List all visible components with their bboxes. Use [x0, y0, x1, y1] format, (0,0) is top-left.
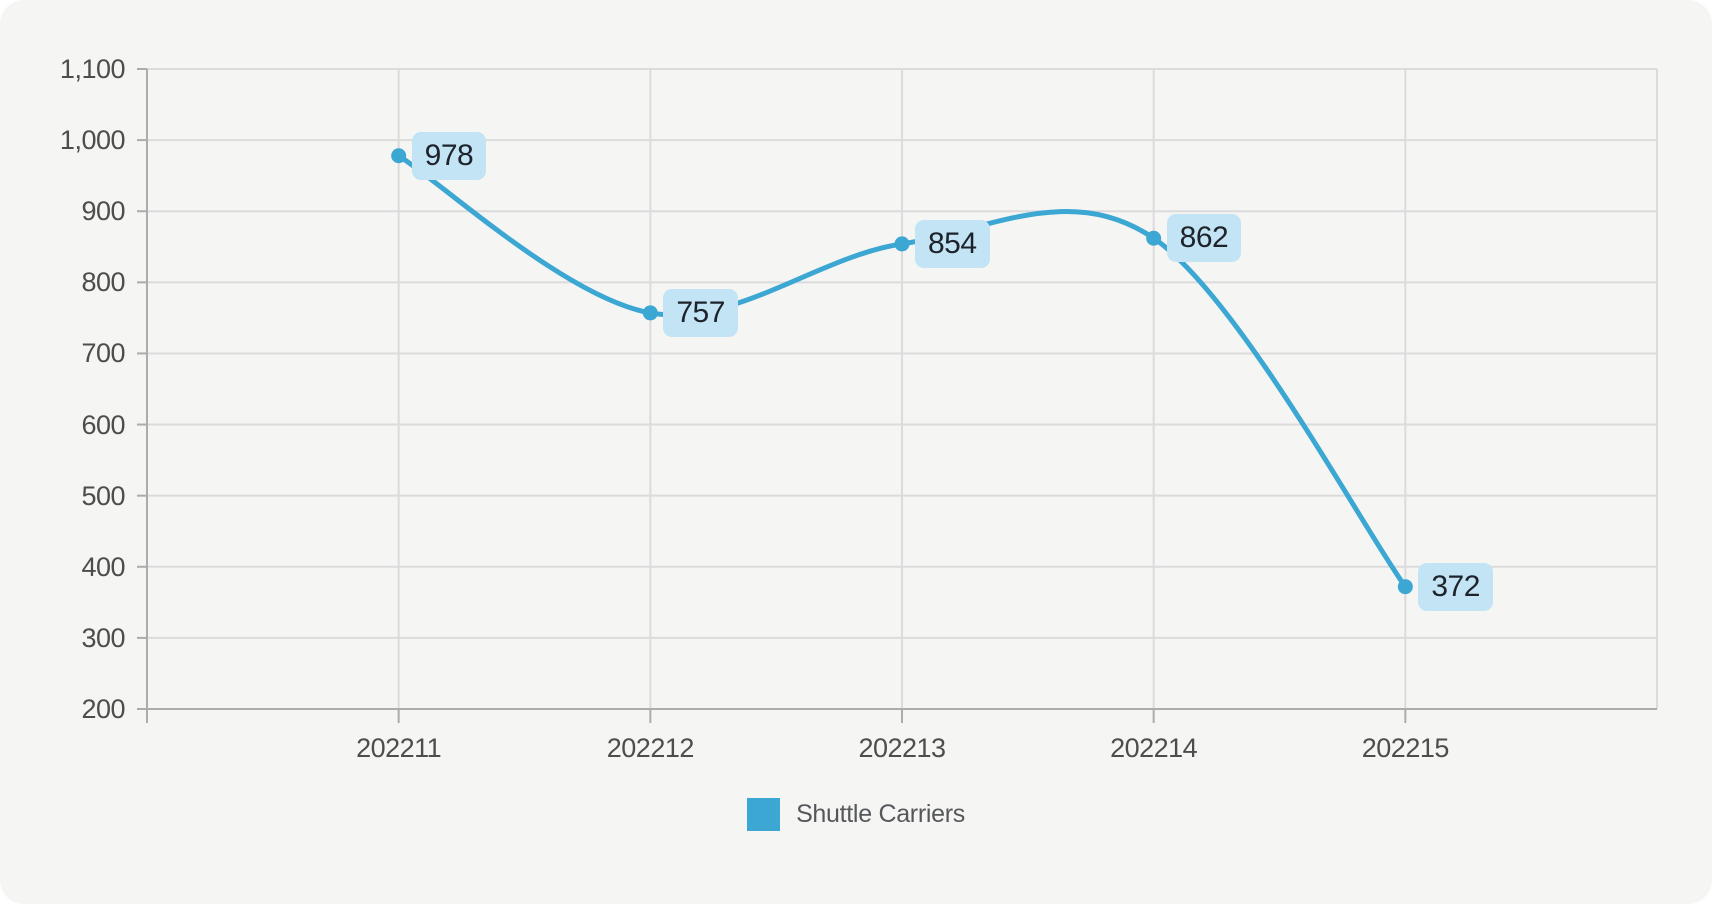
legend-swatch-icon	[747, 798, 781, 831]
legend-label: Shuttle Carriers	[796, 800, 965, 828]
series-line-shuttle-carriers	[396, 153, 1408, 590]
y-axis-tick-label: 500	[81, 480, 125, 511]
y-axis-tick-label: 400	[81, 551, 125, 582]
data-point-value-label[interactable]: 757	[663, 288, 738, 337]
x-axis-tick-label: 202211	[356, 733, 442, 763]
y-axis-tick-label: 600	[81, 409, 125, 440]
x-axis-tick-label: 202212	[606, 733, 695, 763]
data-point-marker[interactable]	[894, 236, 910, 252]
data-point-value-label[interactable]: 862	[1166, 214, 1242, 263]
y-axis-tick-label: 300	[81, 622, 125, 653]
x-axis-tick-label: 202215	[1361, 733, 1450, 763]
y-axis-tick-label: 700	[81, 338, 125, 369]
y-axis-tick-label: 800	[81, 267, 125, 298]
x-axis-tick-label: 202213	[858, 733, 946, 763]
data-point-marker[interactable]	[642, 305, 658, 321]
y-axis-tick-label: 1,000	[59, 125, 126, 156]
legend: Shuttle Carriers	[0, 798, 1712, 831]
data-point-marker[interactable]	[391, 148, 407, 164]
data-point-marker[interactable]	[1146, 230, 1162, 246]
x-axis-tick-label: 202214	[1110, 733, 1198, 763]
y-axis-tick-label: 200	[81, 694, 125, 724]
data-point-value-label[interactable]: 978	[411, 131, 487, 180]
legend-item-shuttle-carriers[interactable]: Shuttle Carriers	[747, 798, 965, 831]
data-point-value-label[interactable]: 854	[915, 219, 990, 268]
data-point-marker[interactable]	[1397, 579, 1413, 595]
data-point-value-label[interactable]: 372	[1418, 562, 1493, 611]
y-axis-tick-label: 1,100	[59, 54, 126, 84]
y-axis-tick-label: 900	[81, 196, 125, 227]
